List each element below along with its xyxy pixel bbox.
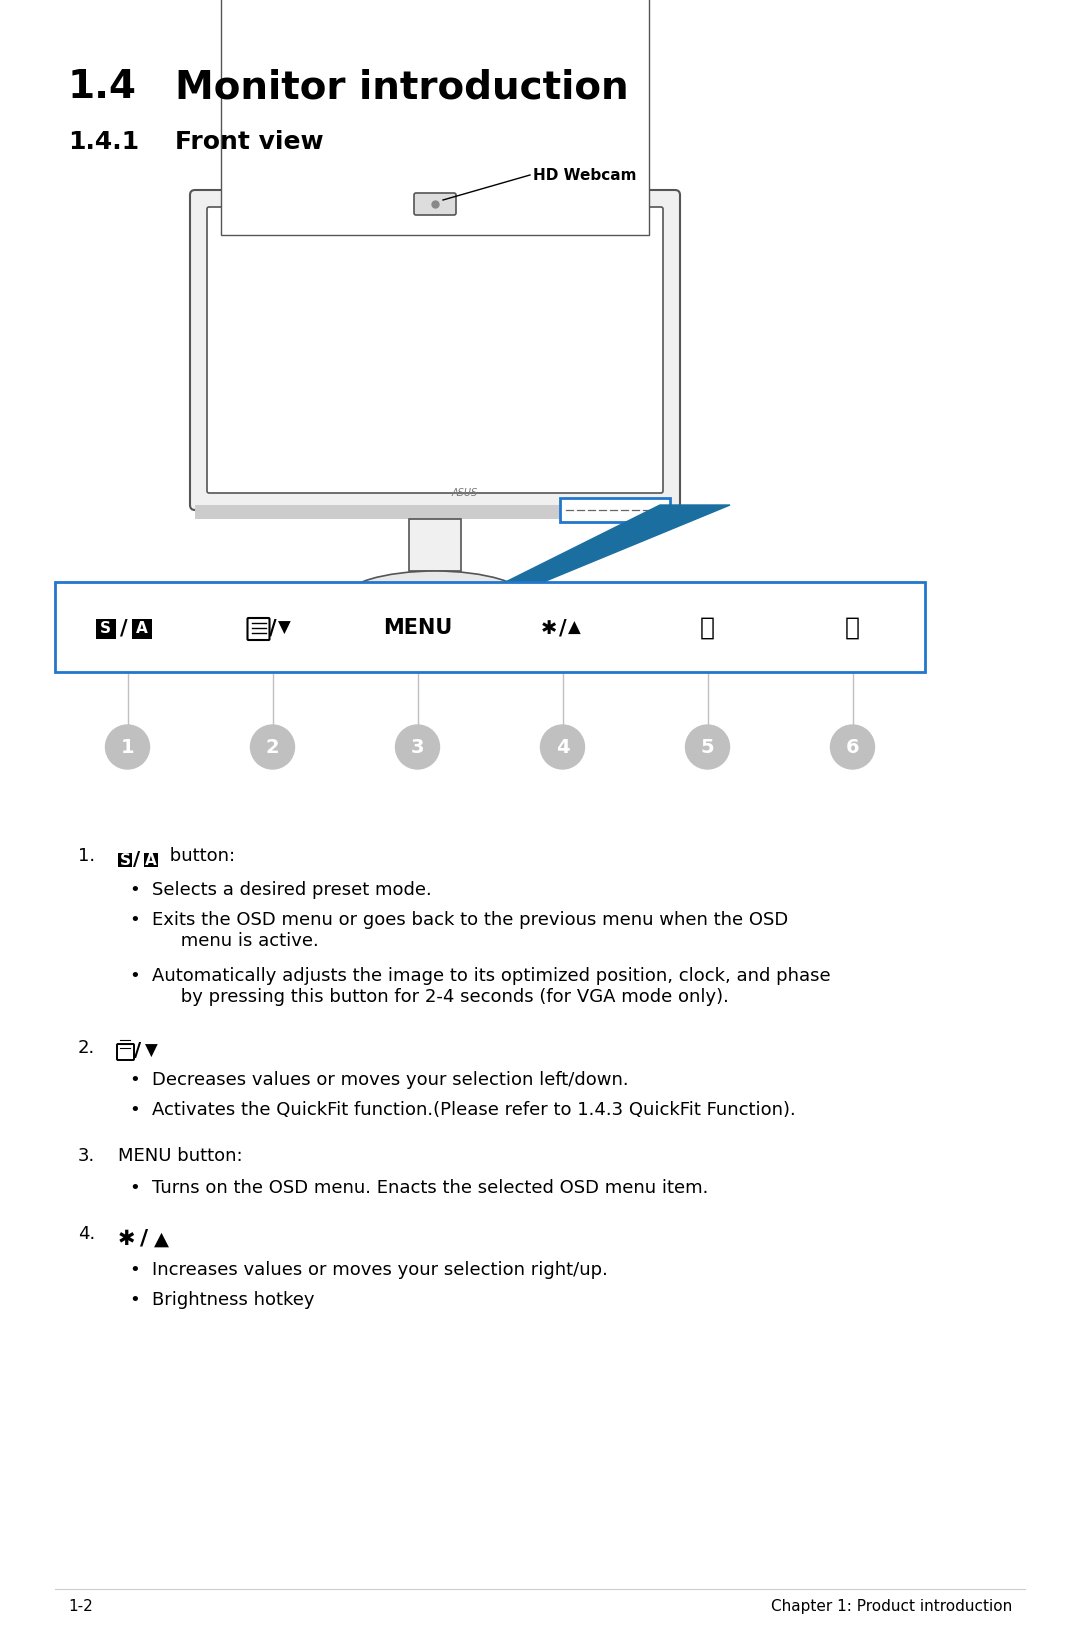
FancyBboxPatch shape [414, 194, 456, 215]
Text: S: S [100, 620, 111, 636]
Text: •: • [130, 1101, 140, 1119]
Text: ▼: ▼ [145, 1041, 158, 1061]
Text: ▲: ▲ [154, 1230, 168, 1248]
Text: Brightness hotkey: Brightness hotkey [152, 1290, 314, 1310]
Text: 1.: 1. [78, 848, 95, 866]
FancyBboxPatch shape [95, 618, 116, 639]
Text: Turns on the OSD menu. Enacts the selected OSD menu item.: Turns on the OSD menu. Enacts the select… [152, 1180, 708, 1197]
Text: 3: 3 [410, 737, 424, 757]
Text: •: • [130, 1071, 140, 1088]
Text: 6: 6 [846, 737, 860, 757]
FancyBboxPatch shape [118, 853, 132, 867]
Text: ⮞: ⮞ [700, 617, 715, 639]
Text: 4: 4 [556, 737, 569, 757]
Text: A: A [136, 620, 147, 636]
Text: MENU: MENU [383, 618, 453, 638]
Text: ✱: ✱ [540, 618, 556, 638]
Text: 5: 5 [701, 737, 714, 757]
Text: •: • [130, 911, 140, 929]
Text: 1.4: 1.4 [68, 68, 137, 106]
FancyBboxPatch shape [207, 207, 663, 493]
FancyBboxPatch shape [132, 618, 151, 639]
Text: •: • [130, 1180, 140, 1197]
Text: Chapter 1: Product introduction: Chapter 1: Product introduction [771, 1599, 1012, 1614]
Circle shape [395, 726, 440, 770]
Text: •: • [130, 1261, 140, 1279]
Text: •: • [130, 880, 140, 900]
Text: 1: 1 [121, 737, 134, 757]
Text: Automatically adjusts the image to its optimized position, clock, and phase
    : Automatically adjusts the image to its o… [152, 966, 831, 1005]
Text: ASUS: ASUS [451, 488, 478, 498]
Polygon shape [325, 504, 730, 672]
Text: /: / [134, 1041, 141, 1061]
FancyBboxPatch shape [247, 618, 270, 639]
Text: 2: 2 [266, 737, 280, 757]
Text: •: • [130, 966, 140, 984]
Bar [195, 504, 675, 519]
Text: ▲: ▲ [568, 618, 581, 638]
Text: /: / [558, 618, 566, 638]
Text: Monitor introduction: Monitor introduction [175, 68, 629, 106]
Circle shape [251, 726, 295, 770]
Text: •: • [130, 1290, 140, 1310]
Text: /: / [140, 1228, 148, 1250]
Bar [55, 582, 924, 672]
Text: 1.4.1: 1.4.1 [68, 130, 139, 155]
Text: Selects a desired preset mode.: Selects a desired preset mode. [152, 880, 432, 900]
Text: MENU button:: MENU button: [118, 1147, 243, 1165]
Bar [409, 519, 461, 571]
Text: A: A [145, 853, 157, 867]
Text: /: / [134, 849, 140, 869]
Circle shape [540, 726, 584, 770]
Circle shape [106, 726, 149, 770]
Ellipse shape [343, 571, 527, 626]
Text: Front view: Front view [175, 130, 324, 155]
Text: /: / [269, 618, 276, 638]
Text: ⏻: ⏻ [845, 617, 860, 639]
FancyBboxPatch shape [144, 853, 158, 867]
Bar [561, 498, 670, 522]
Text: Exits the OSD menu or goes back to the previous menu when the OSD
     menu is a: Exits the OSD menu or goes back to the p… [152, 911, 788, 950]
Text: ✱: ✱ [118, 1228, 135, 1250]
Text: /: / [120, 618, 127, 638]
Text: Activates the QuickFit function.(Please refer to 1.4.3 QuickFit Function).: Activates the QuickFit function.(Please … [152, 1101, 796, 1119]
Text: 4.: 4. [78, 1225, 95, 1243]
FancyBboxPatch shape [190, 190, 680, 509]
Circle shape [686, 726, 729, 770]
Text: S: S [120, 853, 131, 867]
Bar [221, 0, 649, 234]
Text: Decreases values or moves your selection left/down.: Decreases values or moves your selection… [152, 1071, 629, 1088]
Text: Increases values or moves your selection right/up.: Increases values or moves your selection… [152, 1261, 608, 1279]
Text: button:: button: [164, 848, 235, 866]
Text: HD Webcam: HD Webcam [534, 168, 636, 182]
Text: 2.: 2. [78, 1040, 95, 1058]
FancyBboxPatch shape [117, 1045, 134, 1061]
Circle shape [831, 726, 875, 770]
Text: 1-2: 1-2 [68, 1599, 93, 1614]
Text: ▼: ▼ [279, 618, 291, 638]
Text: 3.: 3. [78, 1147, 95, 1165]
